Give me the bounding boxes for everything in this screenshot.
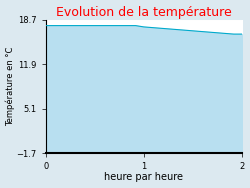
Y-axis label: Température en °C: Température en °C — [6, 47, 15, 126]
X-axis label: heure par heure: heure par heure — [104, 172, 183, 182]
Title: Evolution de la température: Evolution de la température — [56, 6, 232, 19]
